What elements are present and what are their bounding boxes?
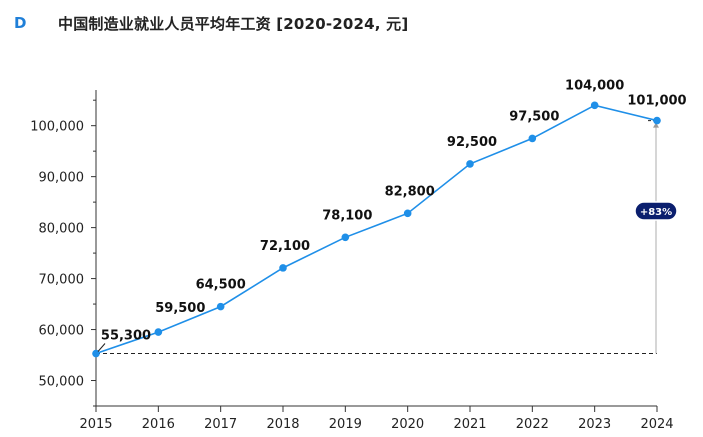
y-tick-label: 100,000	[30, 120, 84, 135]
x-tick-label: 2023	[578, 417, 611, 432]
x-tick-label: 2018	[266, 417, 299, 432]
y-tick-label: 90,000	[39, 171, 85, 186]
data-label: 104,000	[565, 78, 624, 93]
data-label: 97,500	[509, 109, 559, 124]
data-point	[279, 264, 287, 272]
growth-badge-label: +83%	[640, 207, 672, 218]
y-tick-label: 70,000	[39, 273, 85, 288]
growth-bracket-arrow	[653, 122, 659, 128]
x-tick-label: 2015	[79, 417, 112, 432]
chart-header: D 中国制造业就业人员平均年工资 [2020-2024, 元]	[14, 10, 408, 36]
x-tick-label: 2020	[391, 417, 424, 432]
data-label: 59,500	[155, 301, 205, 316]
y-tick-label: 60,000	[39, 324, 85, 339]
data-point	[92, 349, 100, 358]
data-label-leader	[97, 343, 106, 352]
data-point	[341, 233, 350, 242]
x-tick-label: 2017	[204, 417, 237, 432]
x-tick-label: 2019	[329, 417, 362, 432]
series-line	[95, 104, 658, 355]
data-label: 72,100	[260, 239, 310, 254]
data-point	[466, 160, 474, 168]
y-tick-label: 50,000	[39, 375, 85, 390]
data-point	[403, 209, 412, 218]
data-point	[653, 116, 661, 125]
panel-letter: D	[14, 14, 27, 32]
data-label: 78,100	[322, 208, 372, 223]
y-tick-label: 80,000	[39, 222, 85, 237]
data-label: 55,300	[101, 329, 151, 344]
data-label: 64,500	[196, 278, 246, 293]
x-tick-label: 2021	[453, 417, 486, 432]
x-tick-label: 2022	[516, 417, 549, 432]
data-point	[216, 302, 225, 311]
x-tick-label: 2016	[142, 417, 175, 432]
data-label: 101,000	[627, 94, 686, 109]
data-point	[528, 134, 537, 143]
data-point	[590, 101, 599, 110]
x-tick-label: 2024	[640, 417, 673, 432]
chart-title: 中国制造业就业人员平均年工资 [2020-2024, 元]	[58, 14, 409, 33]
growth-badge	[634, 201, 678, 221]
data-point	[154, 328, 163, 336]
data-label: 92,500	[447, 135, 497, 150]
data-label: 82,800	[385, 184, 435, 199]
